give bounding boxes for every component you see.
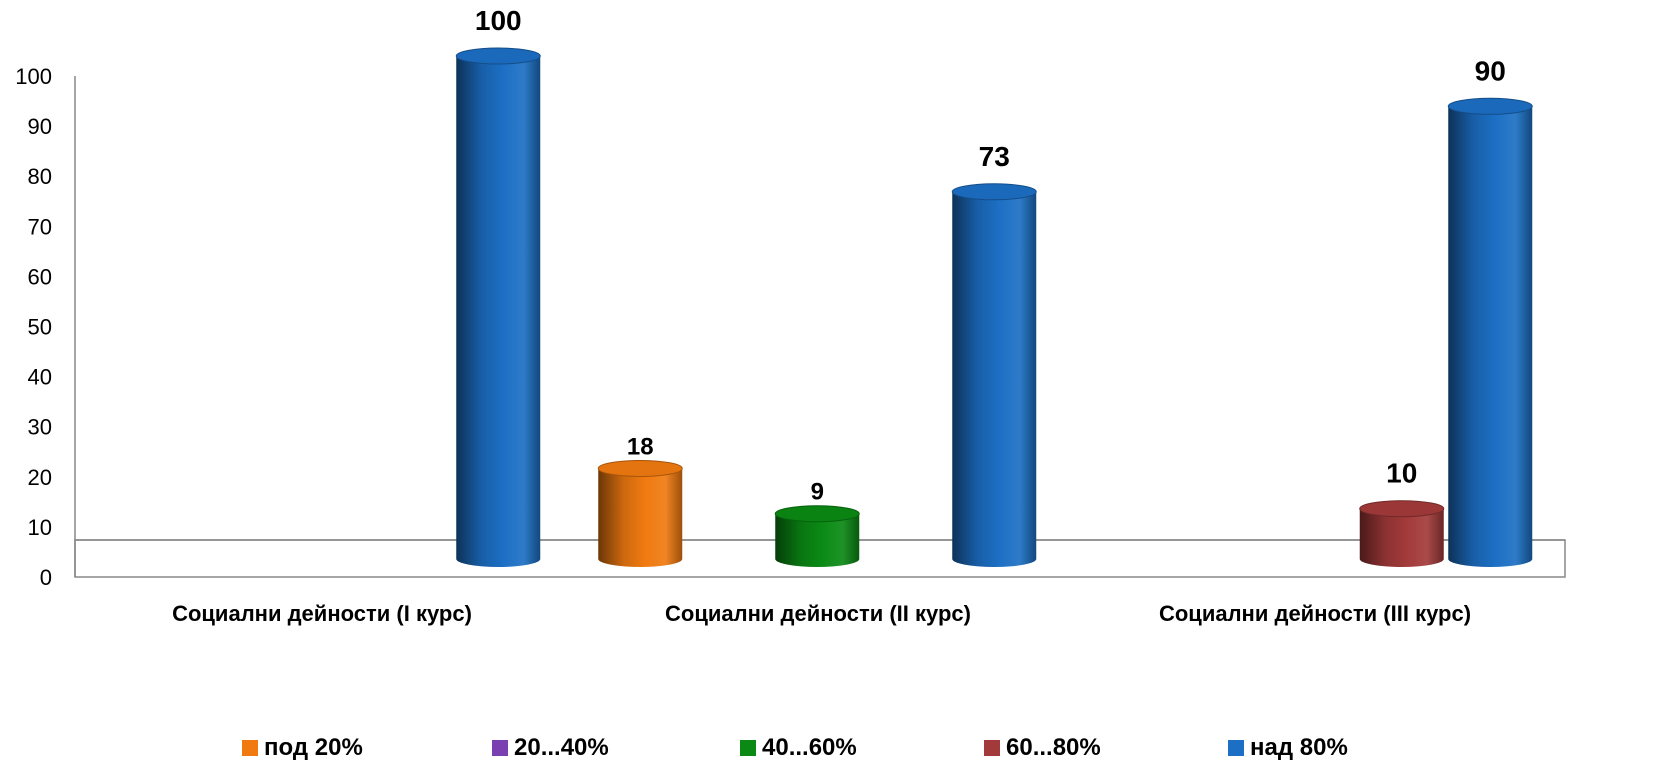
legend-label: 20...40% bbox=[514, 734, 609, 761]
data-label: 9 bbox=[811, 479, 824, 506]
bar-body bbox=[456, 56, 541, 567]
y-tick-label: 30 bbox=[28, 415, 52, 440]
legend-swatch bbox=[1228, 740, 1244, 756]
x-category-label: Социални дейности (II курс) bbox=[665, 601, 971, 626]
legend: под 20% 20...40% 40...60% 60...80% над 80% bbox=[0, 728, 1665, 768]
bar bbox=[455, 47, 541, 567]
legend-label: 60...80% bbox=[1006, 734, 1101, 761]
legend-swatch bbox=[492, 740, 508, 756]
bar-body bbox=[775, 513, 860, 567]
data-label: 90 bbox=[1475, 55, 1506, 86]
legend-item: 40...60% bbox=[740, 728, 857, 768]
legend-label: под 20% bbox=[264, 734, 363, 761]
bar bbox=[597, 459, 683, 567]
data-label: 73 bbox=[979, 141, 1010, 172]
bar-top bbox=[774, 505, 860, 523]
bar-body bbox=[598, 468, 683, 567]
bar-top bbox=[1359, 500, 1445, 518]
y-tick-label: 70 bbox=[28, 214, 52, 239]
y-tick-label: 0 bbox=[40, 565, 52, 590]
bar bbox=[1359, 500, 1445, 567]
y-tick-label: 80 bbox=[28, 164, 52, 189]
bar bbox=[1447, 97, 1533, 568]
data-label: 100 bbox=[475, 5, 522, 36]
legend-swatch bbox=[242, 740, 258, 756]
legend-label: над 80% bbox=[1250, 734, 1348, 761]
y-tick-label: 50 bbox=[28, 315, 52, 340]
bar-top bbox=[597, 459, 683, 477]
y-tick-label: 40 bbox=[28, 365, 52, 390]
bar-body bbox=[1448, 106, 1533, 568]
bar-body bbox=[952, 191, 1037, 567]
legend-item: под 20% bbox=[242, 728, 363, 768]
legend-swatch bbox=[984, 740, 1000, 756]
bar-chart: 0 10 20 30 40 50 60 70 80 90 100 Социални дейности … bbox=[15, 5, 1566, 626]
bar bbox=[774, 505, 860, 567]
y-tick-label: 10 bbox=[28, 515, 52, 540]
y-tick-label: 60 bbox=[28, 264, 52, 289]
data-label: 18 bbox=[627, 433, 654, 460]
x-category-label: Социални дейности (III курс) bbox=[1159, 601, 1471, 626]
data-label: 10 bbox=[1386, 458, 1417, 489]
bar-top bbox=[1447, 97, 1533, 115]
bar bbox=[951, 183, 1037, 567]
y-tick-label: 100 bbox=[15, 64, 52, 89]
x-category-label: Социални дейности (I курс) bbox=[172, 601, 472, 626]
bar-top bbox=[455, 47, 541, 65]
y-tick-label: 90 bbox=[28, 114, 52, 139]
legend-item: 60...80% bbox=[984, 728, 1101, 768]
y-tick-label: 20 bbox=[28, 465, 52, 490]
legend-item: 20...40% bbox=[492, 728, 609, 768]
legend-item: над 80% bbox=[1228, 728, 1348, 768]
legend-swatch bbox=[740, 740, 756, 756]
bar-body bbox=[1359, 508, 1444, 567]
legend-label: 40...60% bbox=[762, 734, 857, 761]
bar-top bbox=[951, 183, 1037, 201]
